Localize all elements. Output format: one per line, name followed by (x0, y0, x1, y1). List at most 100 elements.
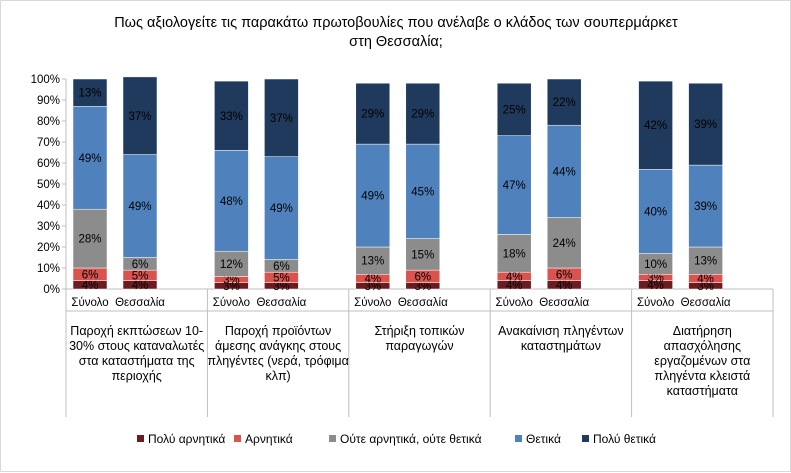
data-label: 3% (273, 281, 290, 293)
group-label-line: Διατήρηση (673, 324, 732, 338)
bar-segment (355, 82, 391, 145)
data-label: 49% (270, 203, 293, 215)
data-label: 49% (128, 201, 151, 213)
bar-category-label: Θεσσαλία (398, 297, 448, 309)
legend-swatch (582, 435, 589, 442)
y-tick-label: 50% (37, 179, 60, 191)
group-label-line: παραγωγών (385, 339, 453, 353)
data-label: 4% (647, 280, 664, 292)
data-label: 4% (506, 280, 523, 292)
data-label: 49% (361, 191, 384, 203)
data-label: 4% (132, 280, 149, 292)
data-label: 44% (553, 166, 576, 178)
data-label: 13% (78, 88, 101, 100)
data-label: 3% (414, 281, 431, 293)
bar-segment (546, 78, 582, 126)
data-label: 3% (223, 281, 240, 293)
bar-segment (355, 246, 391, 275)
data-label: 4% (364, 274, 381, 286)
data-label: 6% (273, 261, 290, 273)
data-label: 24% (553, 238, 576, 250)
legend-label: Ούτε αρνητικά, ούτε θετικά (340, 432, 482, 446)
y-tick-label: 40% (37, 200, 60, 212)
bar-segment (688, 82, 723, 166)
data-label: 37% (270, 113, 293, 125)
bar-segment (122, 76, 158, 155)
data-label: 29% (411, 109, 434, 121)
y-tick-label: 0% (43, 284, 60, 296)
bar-category-label: Σύνολο (71, 297, 108, 309)
legend-swatch (515, 435, 522, 442)
group-label-line: απασχόλησης (664, 339, 741, 353)
data-label: 28% (78, 234, 101, 246)
group-label-line: πληγέντες (νερά, τρόφιμα (207, 354, 349, 368)
bar-category-label: Θεσσαλία (539, 297, 589, 309)
data-label: 5% (132, 270, 149, 282)
bar-segment (546, 124, 582, 218)
group-label-line: Παροχή προϊόντων (225, 324, 331, 338)
bar-category-label: Σύνολο (637, 297, 674, 309)
data-label: 47% (503, 180, 526, 192)
data-label: 10% (644, 259, 667, 271)
bar-segment (72, 106, 108, 210)
data-label: 49% (78, 153, 101, 165)
group-label-line: Στήριξη τοπικών (375, 324, 465, 338)
group-label-line: άμεσης ανάγκης στους (215, 339, 341, 353)
legend-label: Αρνητικά (245, 432, 293, 446)
y-tick-label: 100% (31, 74, 60, 86)
bar-category-label: Θεσσαλία (256, 297, 306, 309)
data-label: 6% (556, 269, 573, 281)
group-label-line: κλπ) (265, 369, 290, 383)
group-label-line: καταστημάτων (521, 339, 601, 353)
bar-segment (72, 208, 108, 269)
data-label: 4% (697, 274, 714, 286)
data-label: 6% (414, 271, 431, 283)
bar-segment (546, 217, 582, 269)
bar-segment (355, 143, 391, 248)
bar-segment (214, 80, 249, 151)
bar-category-label: Σύνολο (496, 297, 533, 309)
group-label-line: Παροχή εκπτώσεων 10- (70, 324, 203, 338)
bar-category-label: Θεσσαλία (115, 297, 165, 309)
data-label: 39% (694, 119, 717, 131)
y-tick-label: 10% (37, 263, 60, 275)
data-label: 3% (647, 272, 664, 284)
legend-swatch (234, 435, 241, 442)
bar-segment (214, 150, 249, 252)
group-label-line: περιοχής (112, 369, 162, 383)
data-label: 13% (361, 256, 384, 268)
y-tick-label: 70% (37, 137, 60, 149)
data-label: 6% (132, 259, 149, 271)
bar-segment (496, 82, 532, 136)
data-label: 48% (220, 196, 243, 208)
y-tick-label: 30% (37, 221, 60, 233)
bar-segment (638, 80, 673, 170)
data-label: 15% (411, 249, 434, 261)
group-label-line: καταστήματα (667, 384, 738, 398)
y-tick-label: 20% (37, 242, 60, 254)
chart-title-line: στη Θεσσαλία; (349, 34, 443, 50)
bar-segment (496, 135, 532, 235)
y-tick-label: 90% (37, 95, 60, 107)
data-label: 4% (506, 271, 523, 283)
bar-category-label: Σύνολο (354, 297, 391, 309)
group-label-line: 30% στους καταναλωτές (69, 339, 204, 353)
data-label: 25% (503, 104, 526, 116)
data-label: 29% (361, 109, 384, 121)
bar-segment (638, 169, 673, 254)
legend-label: Πολύ θετικά (593, 432, 656, 446)
bar-segment (122, 154, 158, 258)
data-label: 12% (220, 259, 243, 271)
data-label: 39% (694, 201, 717, 213)
group-label-line: Ανακαίνιση πληγέντων (498, 324, 624, 338)
legend-swatch (137, 435, 144, 442)
data-label: 37% (128, 111, 151, 123)
data-label: 3% (697, 281, 714, 293)
bar-segment (72, 78, 108, 107)
data-label: 4% (82, 280, 99, 292)
y-tick-label: 60% (37, 158, 60, 170)
bar-category-label: Σύνολο (213, 297, 250, 309)
legend-label: Θετικά (526, 432, 561, 446)
bar-segment (264, 78, 299, 157)
